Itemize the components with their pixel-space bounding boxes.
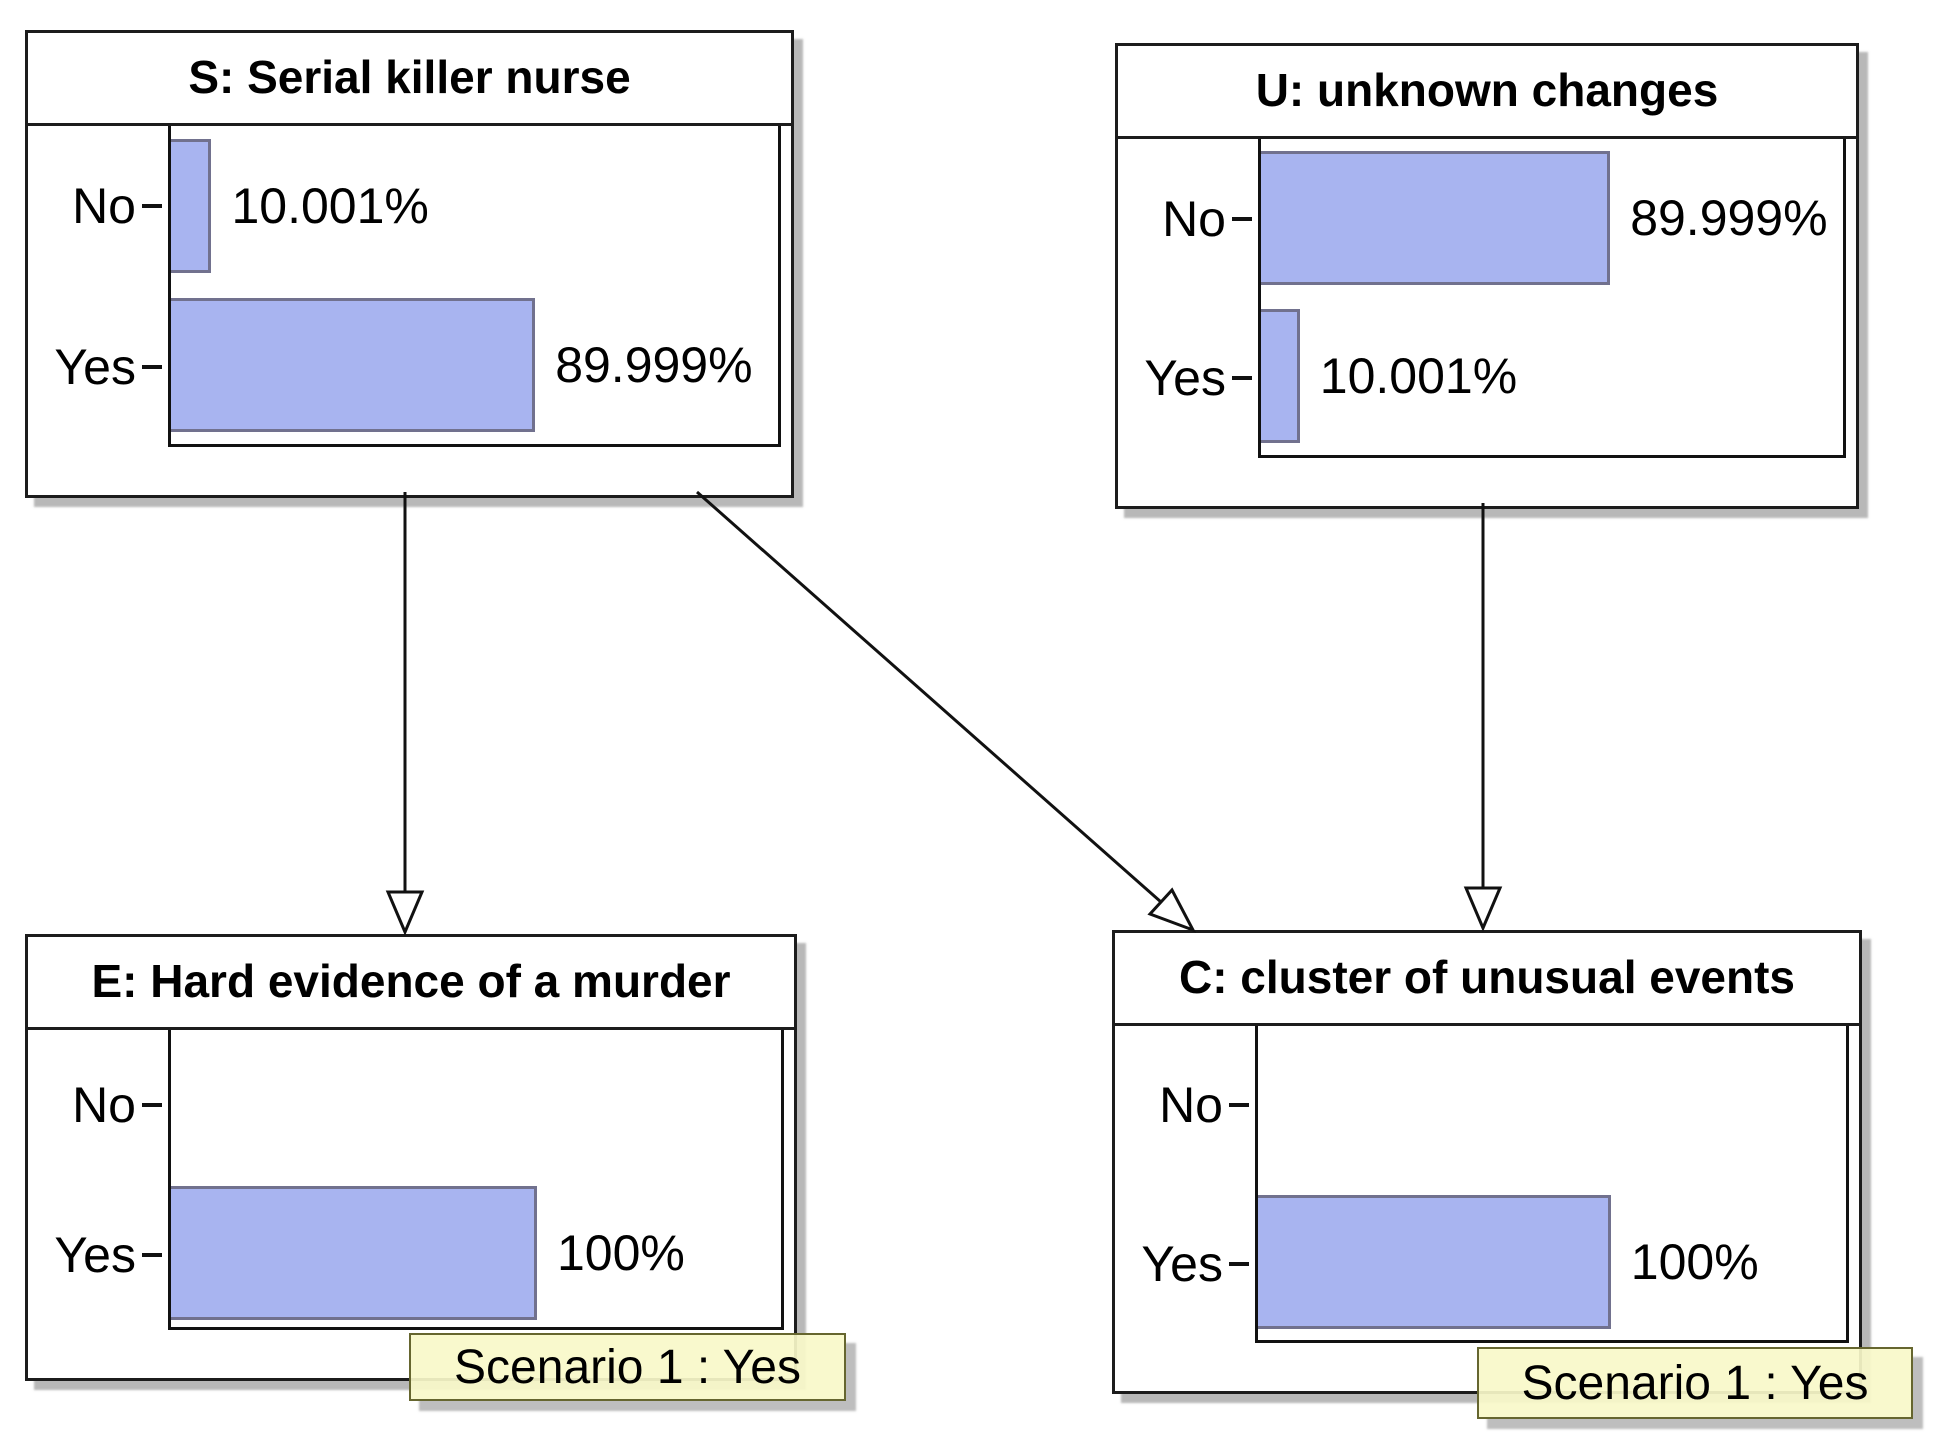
bar-row-yes: 10.001%	[1261, 297, 1843, 455]
probability-value: 10.001%	[231, 177, 429, 234]
probability-bar	[171, 1185, 537, 1320]
node-title: E: Hard evidence of a murder	[28, 937, 794, 1030]
node-bar-chart: No Yes 100%	[1115, 1026, 1859, 1391]
probability-bar	[1261, 151, 1611, 285]
state-label-no: No	[1118, 189, 1252, 249]
node-bar-chart: No Yes 89.999% 10.001%	[1118, 139, 1856, 506]
bar-row-no: 89.999%	[1261, 139, 1843, 297]
plot-area: 10.001% 89.999%	[168, 126, 781, 447]
node-hard-evidence-of-murder[interactable]: E: Hard evidence of a murder No Yes 100%	[25, 934, 797, 1381]
state-label-yes: Yes	[28, 337, 162, 397]
plot-area: 100%	[168, 1030, 784, 1330]
bar-row-yes: 100%	[1258, 1183, 1846, 1340]
scenario-tag-E[interactable]: Scenario 1 : Yes	[409, 1333, 846, 1401]
probability-value: 89.999%	[1630, 190, 1828, 246]
probability-bar	[1261, 309, 1300, 443]
probability-bar	[171, 138, 212, 273]
bar-row-yes: 89.999%	[171, 285, 778, 444]
state-label-yes: Yes	[28, 1225, 162, 1285]
bar-row-no: 10.001%	[171, 126, 778, 285]
node-title: C: cluster of unusual events	[1115, 933, 1859, 1026]
state-labels: No Yes	[1115, 1026, 1255, 1343]
bar-row-yes: 100%	[171, 1179, 781, 1328]
probability-bar	[171, 297, 536, 432]
state-label-no: No	[28, 1075, 162, 1135]
node-title: U: unknown changes	[1118, 46, 1856, 139]
state-labels: No Yes	[28, 126, 168, 447]
edge-S-to-E[interactable]	[385, 492, 425, 936]
node-bar-chart: No Yes 10.001% 89.999%	[28, 126, 791, 495]
state-label-yes: Yes	[1118, 348, 1252, 408]
state-label-yes: Yes	[1115, 1234, 1249, 1294]
edge-S-to-C[interactable]	[696, 490, 1197, 933]
state-labels: No Yes	[1118, 139, 1258, 458]
node-serial-killer-nurse[interactable]: S: Serial killer nurse No Yes 10.001% 89…	[25, 30, 794, 498]
node-title: S: Serial killer nurse	[28, 33, 791, 126]
probability-value: 100%	[1630, 1233, 1759, 1290]
node-unknown-changes[interactable]: U: unknown changes No Yes 89.999% 10.001…	[1115, 43, 1859, 509]
bar-row-no	[171, 1030, 781, 1179]
plot-area: 89.999% 10.001%	[1258, 139, 1846, 458]
probability-value: 89.999%	[555, 336, 753, 393]
bar-row-no	[1258, 1026, 1846, 1183]
scenario-tag-C[interactable]: Scenario 1 : Yes	[1477, 1347, 1913, 1419]
state-label-no: No	[1115, 1075, 1249, 1135]
state-labels: No Yes	[28, 1030, 168, 1330]
node-cluster-of-unusual-events[interactable]: C: cluster of unusual events No Yes 100%	[1112, 930, 1862, 1394]
plot-area: 100%	[1255, 1026, 1849, 1343]
state-label-no: No	[28, 176, 162, 236]
probability-value: 100%	[557, 1224, 685, 1281]
edge-U-to-C[interactable]	[1463, 503, 1503, 932]
probability-bar	[1258, 1194, 1611, 1329]
node-bar-chart: No Yes 100%	[28, 1030, 794, 1378]
probability-value: 10.001%	[1319, 348, 1518, 404]
